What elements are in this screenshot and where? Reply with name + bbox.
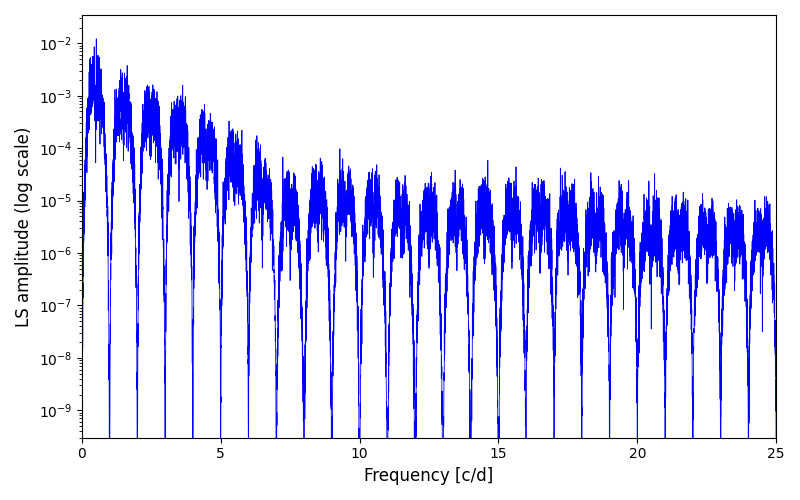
Y-axis label: LS amplitude (log scale): LS amplitude (log scale): [15, 126, 33, 326]
X-axis label: Frequency [c/d]: Frequency [c/d]: [364, 467, 494, 485]
